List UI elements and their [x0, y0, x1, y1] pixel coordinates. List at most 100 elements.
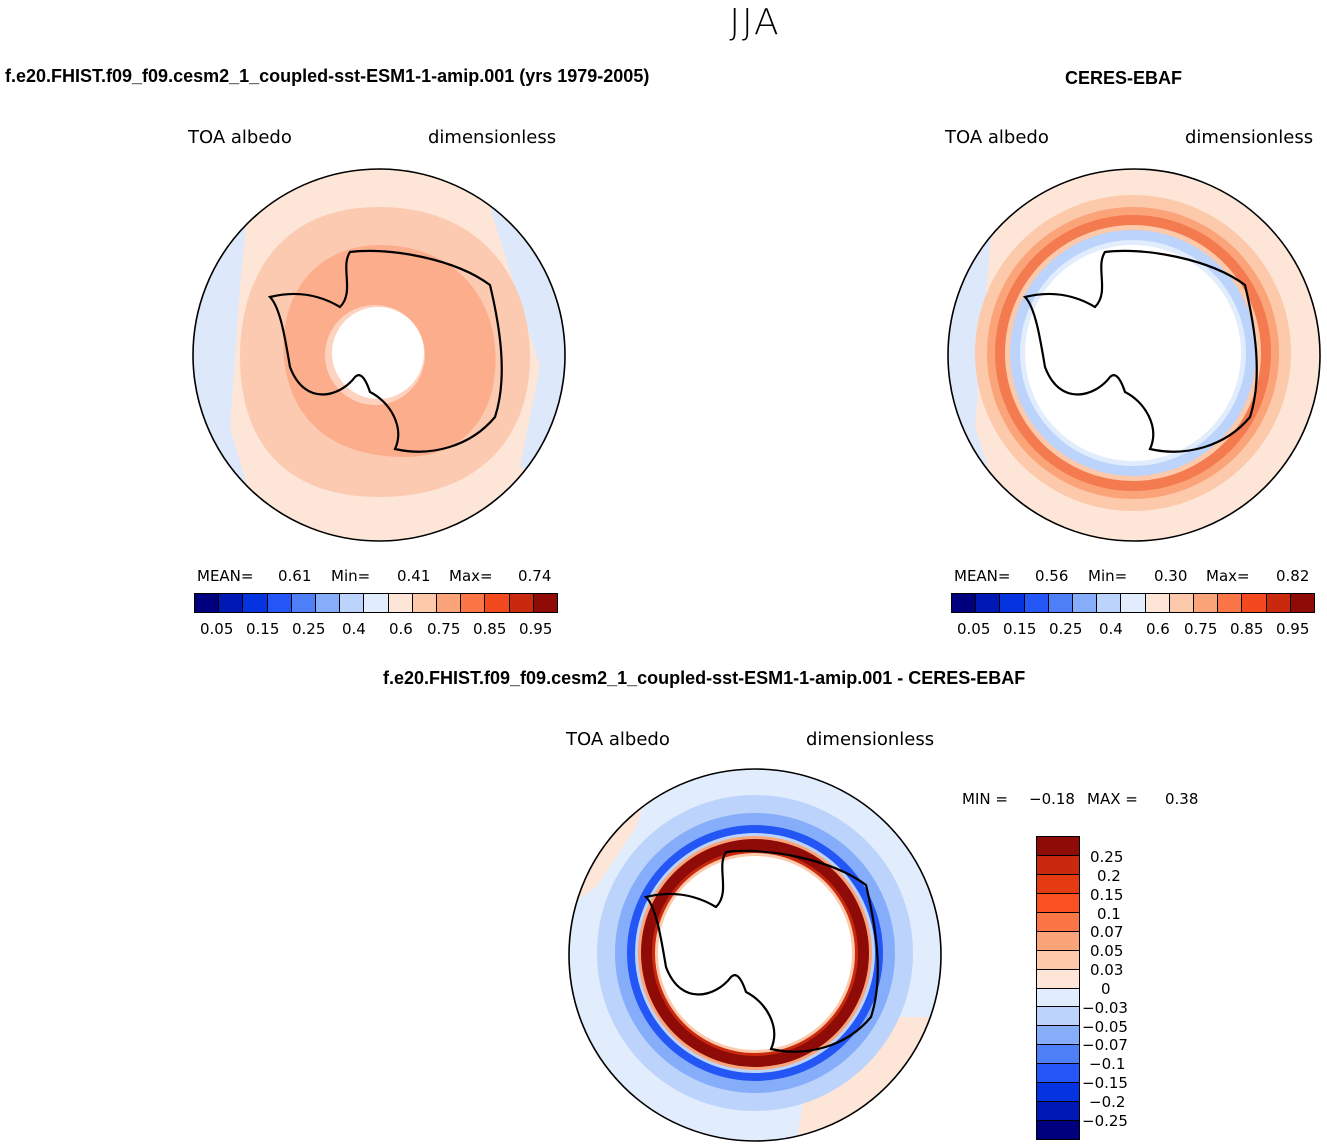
- diff-colorbar-swatch: [1037, 1045, 1079, 1065]
- diff-colorbar-swatch: [1037, 1026, 1079, 1046]
- model-units-label: dimensionless: [428, 127, 557, 148]
- obs-colorbar-tick: 0.4: [1099, 620, 1123, 638]
- model-colorbar-tick: 0.05: [200, 620, 234, 638]
- obs-colorbar-tick: 0.05: [957, 620, 991, 638]
- diff-colorbar-swatch: [1037, 1064, 1079, 1084]
- diff-colorbar-swatch: [1037, 893, 1079, 913]
- diff-panel-title: f.e20.FHIST.f09_f09.cesm2_1_coupled-sst-…: [383, 668, 1026, 688]
- obs-map-coastline: [1022, 249, 1258, 453]
- obs-colorbar-swatch: [1194, 594, 1219, 612]
- obs-colorbar-tick: 0.85: [1230, 620, 1264, 638]
- model-colorbar: [194, 593, 558, 613]
- model-min-value: 0.41: [397, 567, 431, 585]
- diff-colorbar-swatch: [1037, 1007, 1079, 1027]
- obs-colorbar-swatch: [1000, 594, 1025, 612]
- model-colorbar-swatch: [509, 594, 534, 612]
- model-min-label: Min=: [331, 567, 371, 585]
- obs-colorbar-swatch: [952, 594, 977, 612]
- diff-colorbar-tick: 0: [1101, 980, 1111, 998]
- diff-polar-map: [568, 768, 942, 1142]
- obs-colorbar-tick: 0.25: [1049, 620, 1083, 638]
- diff-min-label: MIN =: [962, 790, 1008, 808]
- diff-variable-label: TOA albedo: [566, 729, 670, 750]
- diff-colorbar-tick: 0.25: [1090, 848, 1124, 866]
- diff-map-coastline: [643, 849, 879, 1053]
- diff-colorbar-swatch: [1037, 1083, 1079, 1103]
- diff-colorbar-tick: −0.1: [1089, 1055, 1126, 1073]
- obs-panel-title: CERES-EBAF: [1065, 68, 1183, 88]
- diff-colorbar-swatch: [1037, 1121, 1079, 1139]
- model-colorbar-swatch: [485, 594, 510, 612]
- diff-colorbar-tick: −0.2: [1089, 1093, 1126, 1111]
- model-max-value: 0.74: [518, 567, 552, 585]
- model-colorbar-tick: 0.25: [292, 620, 326, 638]
- obs-max-value: 0.82: [1276, 567, 1310, 585]
- obs-colorbar-swatch: [1290, 594, 1315, 612]
- obs-colorbar-swatch: [1218, 594, 1243, 612]
- model-colorbar-swatch: [364, 594, 389, 612]
- model-map-coastline: [267, 249, 503, 453]
- obs-colorbar: [951, 593, 1315, 613]
- diff-colorbar-swatch: [1037, 874, 1079, 894]
- diff-map-no-data: [658, 856, 852, 1050]
- obs-colorbar-swatch: [1121, 594, 1146, 612]
- obs-colorbar-tick: 0.75: [1184, 620, 1218, 638]
- obs-mean-value: 0.56: [1035, 567, 1069, 585]
- diff-colorbar-tick: 0.07: [1090, 923, 1124, 941]
- diff-colorbar-swatch: [1037, 950, 1079, 970]
- diff-colorbar-swatch: [1037, 912, 1079, 932]
- diff-colorbar-swatch: [1037, 837, 1079, 856]
- diff-colorbar-swatch: [1037, 931, 1079, 951]
- obs-colorbar-swatch: [1097, 594, 1122, 612]
- model-max-label: Max=: [449, 567, 493, 585]
- obs-colorbar-swatch: [1048, 594, 1074, 612]
- obs-colorbar-swatch: [1242, 594, 1267, 612]
- model-colorbar-swatch: [340, 594, 365, 612]
- diff-colorbar-tick: 0.1: [1097, 905, 1121, 923]
- obs-polar-map: [947, 168, 1321, 542]
- obs-map-boundary: [947, 168, 1321, 542]
- obs-variable-label: TOA albedo: [945, 127, 1049, 148]
- diff-colorbar-swatch: [1037, 855, 1079, 875]
- diff-colorbar-tick: −0.05: [1082, 1018, 1128, 1036]
- model-colorbar-swatch: [388, 594, 413, 612]
- model-colorbar-tick: 0.85: [473, 620, 507, 638]
- model-colorbar-swatch: [412, 594, 438, 612]
- diff-units-label: dimensionless: [806, 729, 935, 750]
- obs-colorbar-swatch: [976, 594, 1001, 612]
- model-mean-value: 0.61: [278, 567, 312, 585]
- model-colorbar-swatch: [437, 594, 462, 612]
- model-colorbar-swatch: [195, 594, 220, 612]
- obs-max-label: Max=: [1206, 567, 1250, 585]
- obs-min-value: 0.30: [1154, 567, 1188, 585]
- model-colorbar-tick: 0.4: [342, 620, 366, 638]
- model-colorbar-tick: 0.75: [427, 620, 461, 638]
- model-colorbar-tick: 0.6: [389, 620, 413, 638]
- model-colorbar-swatch: [461, 594, 486, 612]
- model-colorbar-tick: 0.15: [246, 620, 280, 638]
- model-panel-title: f.e20.FHIST.f09_f09.cesm2_1_coupled-sst-…: [5, 66, 650, 86]
- obs-mean-label: MEAN=: [954, 567, 1011, 585]
- diff-max-label: MAX =: [1087, 790, 1138, 808]
- diff-colorbar: [1036, 836, 1080, 1140]
- diff-colorbar-tick: −0.07: [1082, 1036, 1128, 1054]
- diff-colorbar-swatch: [1037, 1102, 1079, 1122]
- model-colorbar-swatch: [219, 594, 244, 612]
- obs-colorbar-swatch: [1073, 594, 1098, 612]
- diff-colorbar-swatch: [1037, 969, 1079, 989]
- diff-min-value: −0.18: [1029, 790, 1075, 808]
- model-variable-label: TOA albedo: [188, 127, 292, 148]
- obs-colorbar-swatch: [1145, 594, 1170, 612]
- diff-colorbar-tick: −0.03: [1082, 999, 1128, 1017]
- diff-colorbar-tick: 0.15: [1090, 886, 1124, 904]
- model-colorbar-swatch: [267, 594, 292, 612]
- model-colorbar-swatch: [316, 594, 341, 612]
- model-colorbar-swatch: [243, 594, 268, 612]
- diff-colorbar-tick: −0.25: [1082, 1112, 1128, 1130]
- model-colorbar-swatch: [533, 594, 558, 612]
- model-map-boundary: [192, 168, 566, 542]
- obs-colorbar-tick: 0.6: [1146, 620, 1170, 638]
- model-mean-label: MEAN=: [197, 567, 254, 585]
- model-colorbar-swatch: [291, 594, 317, 612]
- obs-colorbar-swatch: [1024, 594, 1049, 612]
